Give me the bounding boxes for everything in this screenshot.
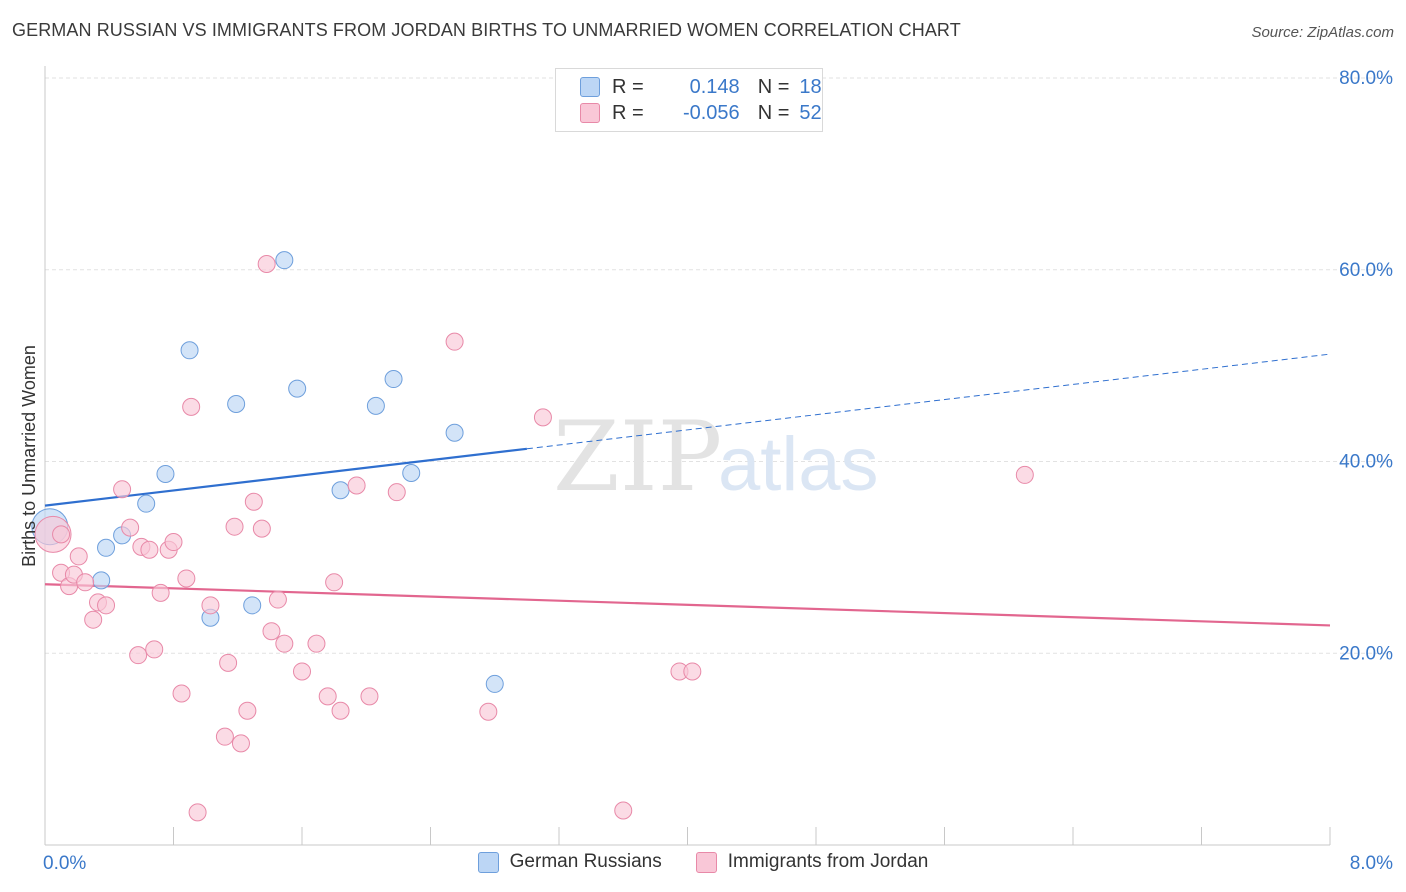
data-point xyxy=(145,640,164,659)
data-point xyxy=(182,397,201,416)
r-label: R = xyxy=(612,101,644,124)
data-point xyxy=(201,596,220,615)
data-point xyxy=(219,653,238,672)
legend-row-jordan: R = -0.056 N = 52 xyxy=(580,101,822,125)
data-point xyxy=(156,464,175,483)
legend-label: Immigrants from Jordan xyxy=(727,851,929,872)
y-tick-label: 20.0% xyxy=(1339,643,1393,664)
data-point xyxy=(188,803,207,822)
data-point xyxy=(307,634,326,653)
legend-swatch-pink xyxy=(580,103,600,123)
data-point xyxy=(275,251,294,270)
data-point xyxy=(288,379,307,398)
r-label: R = xyxy=(612,75,644,98)
data-point xyxy=(331,701,350,720)
data-point xyxy=(244,492,263,511)
legend-row-german-russians: R = 0.148 N = 18 xyxy=(580,75,822,99)
data-point xyxy=(366,396,385,415)
data-point xyxy=(683,662,702,681)
data-point xyxy=(614,801,633,820)
data-point xyxy=(180,341,199,360)
data-point xyxy=(172,684,191,703)
chart-title: GERMAN RUSSIAN VS IMMIGRANTS FROM JORDAN… xyxy=(12,20,961,40)
data-point xyxy=(325,573,344,592)
data-points xyxy=(31,251,1034,822)
legend-item-german-russians[interactable]: German Russians xyxy=(477,851,662,873)
trend-line-dashed xyxy=(526,353,1331,450)
y-axis-label: Births to Unmarried Women xyxy=(19,345,39,567)
n-value: 52 xyxy=(799,101,822,124)
n-label: N = xyxy=(757,101,790,124)
legend-swatch-blue xyxy=(580,77,600,97)
y-tick-label: 80.0% xyxy=(1339,68,1393,89)
data-point xyxy=(97,596,116,615)
data-point xyxy=(52,525,71,544)
n-label: N = xyxy=(757,75,790,98)
n-value: 18 xyxy=(799,75,822,98)
data-point xyxy=(360,687,379,706)
data-point xyxy=(121,518,140,537)
data-point xyxy=(387,483,406,502)
data-point xyxy=(84,610,103,629)
data-point xyxy=(238,701,257,720)
stats-legend: R = 0.148 N = 18 R = -0.056 N = 52 xyxy=(555,68,823,132)
legend-label: German Russians xyxy=(509,851,662,872)
legend-item-jordan[interactable]: Immigrants from Jordan xyxy=(695,851,929,873)
watermark-atlas: atlas xyxy=(718,422,879,507)
x-tick-label: 8.0% xyxy=(1350,853,1393,874)
data-point xyxy=(347,476,366,495)
data-point xyxy=(268,590,287,609)
x-tick-label: 0.0% xyxy=(43,853,86,874)
data-point xyxy=(331,481,350,500)
data-point xyxy=(1015,465,1034,484)
data-point xyxy=(384,370,403,389)
data-point xyxy=(140,540,159,559)
r-value: 0.148 xyxy=(689,75,740,98)
series-legend: German Russians Immigrants from Jordan xyxy=(0,851,1406,873)
data-point xyxy=(402,464,421,483)
tick-labels: 20.0% 40.0% 60.0% 80.0% 0.0% 8.0% xyxy=(43,68,1393,874)
gridlines xyxy=(45,77,1392,654)
data-point xyxy=(293,662,311,681)
source-label: Source: ZipAtlas.com xyxy=(1251,24,1394,41)
data-point xyxy=(252,519,271,538)
data-point xyxy=(137,494,156,513)
data-point xyxy=(479,702,498,721)
data-point xyxy=(69,547,88,566)
data-point xyxy=(231,734,250,753)
axes xyxy=(44,66,1331,846)
data-point xyxy=(445,332,464,351)
data-point xyxy=(97,538,116,557)
data-point xyxy=(485,674,504,693)
data-point xyxy=(76,573,95,592)
data-point xyxy=(151,583,170,602)
y-tick-label: 40.0% xyxy=(1339,452,1393,473)
data-point xyxy=(243,596,262,615)
data-point xyxy=(92,571,111,590)
data-point xyxy=(215,727,234,746)
data-point xyxy=(129,646,148,665)
trend-line xyxy=(44,583,1331,627)
data-point xyxy=(275,634,294,653)
data-point xyxy=(225,517,244,536)
data-point xyxy=(177,569,196,588)
watermark: ZIP atlas xyxy=(553,401,879,513)
data-point xyxy=(262,622,281,641)
legend-swatch-pink xyxy=(695,851,717,873)
data-point xyxy=(113,480,132,499)
trend-line-solid xyxy=(44,447,528,507)
data-point xyxy=(533,408,552,427)
r-value: -0.056 xyxy=(682,101,740,124)
legend-swatch-blue xyxy=(477,851,499,873)
data-point xyxy=(164,533,183,552)
data-point xyxy=(445,423,464,442)
y-tick-label: 60.0% xyxy=(1339,260,1393,281)
data-point xyxy=(318,687,337,706)
watermark-zip: ZIP xyxy=(553,401,722,513)
data-point xyxy=(227,394,246,413)
data-point xyxy=(257,254,276,273)
